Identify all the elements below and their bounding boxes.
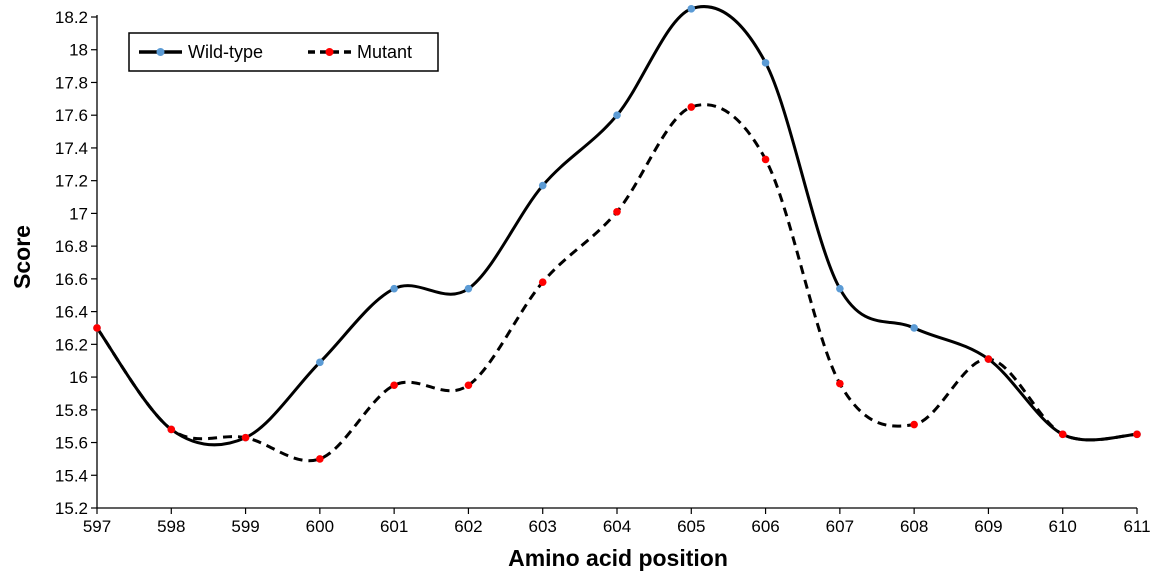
x-tick-label: 607 <box>826 517 854 536</box>
data-point-mutant <box>241 433 250 442</box>
data-point-mutant <box>910 420 918 429</box>
y-axis: 15.2 15.4 15.6 15.8 16 16.2 16.4 16.6 16.8 17 17.2… <box>55 8 98 518</box>
y-tick-label: 16 <box>69 368 88 387</box>
x-tick-label: 599 <box>231 517 259 536</box>
data-point-mutant <box>390 381 398 390</box>
legend-label-wild-type: Wild-type <box>188 42 263 62</box>
data-point-mutant <box>93 324 101 332</box>
y-tick-label: 17.8 <box>55 73 88 92</box>
y-tick-label: 17 <box>69 204 88 223</box>
data-point-wild-type <box>538 181 547 190</box>
x-tick-label: 603 <box>529 517 557 536</box>
data-point-mutant <box>464 381 473 390</box>
data-point-mutant <box>761 155 770 164</box>
x-tick-label: 611 <box>1123 517 1150 536</box>
series-lines <box>95 5 1138 463</box>
data-point-mutant <box>1133 430 1141 439</box>
y-tick-label: 17.6 <box>55 106 88 125</box>
data-point-mutant <box>836 379 844 388</box>
data-point-mutant <box>613 207 621 216</box>
y-tick-label: 18.2 <box>55 8 88 27</box>
y-axis-title: Score <box>9 225 35 289</box>
data-point-wild-type <box>464 284 473 293</box>
data-point-wild-type <box>910 324 918 332</box>
legend-marker-mutant <box>325 48 334 56</box>
series-line-mutant <box>95 103 1138 463</box>
y-tick-label: 16.6 <box>55 270 88 289</box>
data-point-wild-type <box>316 358 324 367</box>
y-tick-label: 15.2 <box>55 499 88 518</box>
x-tick-label: 598 <box>157 517 185 536</box>
y-tick-label: 16.2 <box>55 335 88 354</box>
data-point-wild-type <box>390 284 398 293</box>
x-axis-title: Amino acid position <box>508 545 728 571</box>
data-point-mutant <box>316 455 324 463</box>
data-point-mutant <box>1058 430 1067 439</box>
x-tick-label: 601 <box>380 517 408 536</box>
x-tick-label: 597 <box>83 517 111 536</box>
x-tick-label: 605 <box>677 517 705 536</box>
data-point-mutant <box>167 425 176 434</box>
y-tick-label: 17.4 <box>55 139 88 158</box>
data-point-wild-type <box>761 59 770 67</box>
data-point-wild-type <box>687 5 696 13</box>
x-tick-label: 604 <box>603 517 631 536</box>
data-point-mutant <box>984 355 993 363</box>
x-tick-label: 608 <box>900 517 928 536</box>
data-point-wild-type <box>836 284 844 293</box>
x-tick-label: 609 <box>974 517 1002 536</box>
legend-marker-wild-type <box>156 48 165 56</box>
y-tick-label: 15.8 <box>55 401 88 420</box>
legend-label-mutant: Mutant <box>357 42 412 62</box>
data-point-mutant <box>687 103 696 111</box>
y-tick-label: 15.6 <box>55 434 88 453</box>
series-markers <box>93 5 1141 463</box>
x-tick-label: 606 <box>751 517 779 536</box>
x-tick-label: 610 <box>1049 517 1077 536</box>
x-tick-label: 600 <box>306 517 334 536</box>
y-tick-label: 18 <box>69 41 88 60</box>
legend: Wild-type Mutant <box>128 32 439 72</box>
y-tick-label: 16.4 <box>55 303 88 322</box>
y-tick-label: 16.8 <box>55 237 88 256</box>
series-line-wild-type <box>95 5 1138 447</box>
x-axis: 597 598 599 600 601 602 603 604 605 606 607 608 609 6… <box>83 507 1151 536</box>
data-point-mutant <box>538 278 547 286</box>
y-tick-label: 17.2 <box>55 172 88 191</box>
data-point-wild-type <box>613 111 621 119</box>
y-tick-label: 15.4 <box>55 466 88 485</box>
x-tick-label: 602 <box>454 517 482 536</box>
